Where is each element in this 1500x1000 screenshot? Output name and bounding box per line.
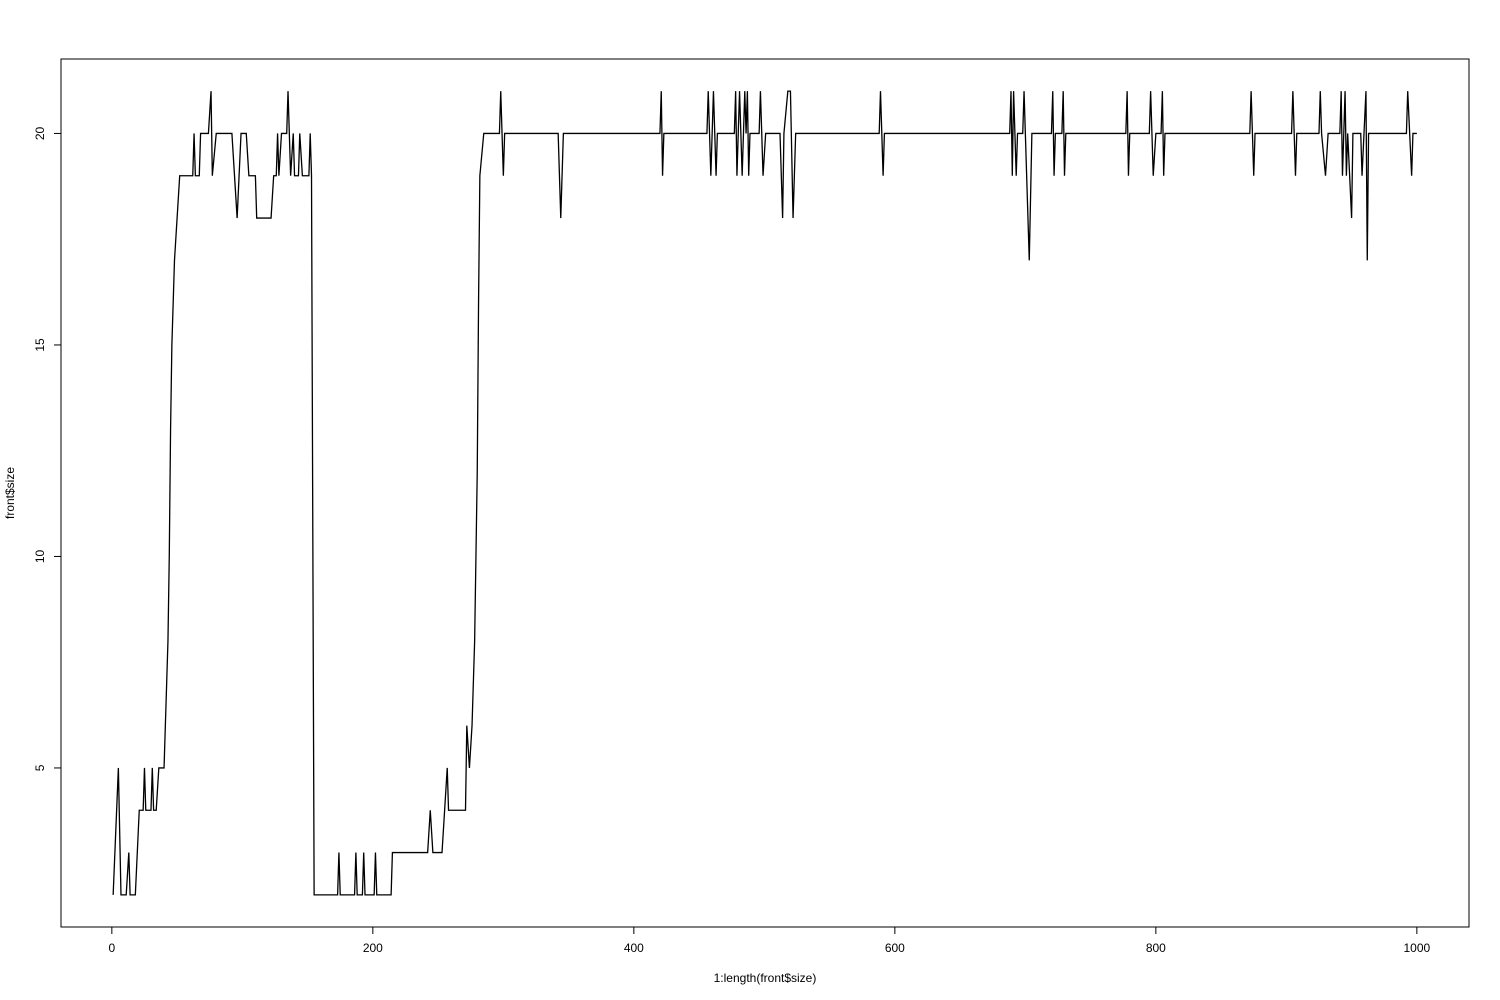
y-tick-label: 10 (33, 549, 47, 563)
x-tick-label: 0 (108, 941, 115, 955)
x-axis-title: 1:length(front$size) (714, 971, 817, 985)
x-tick-label: 200 (363, 941, 383, 955)
y-tick-label: 15 (33, 338, 47, 352)
x-tick-label: 800 (1146, 941, 1166, 955)
y-tick-label: 5 (33, 764, 47, 771)
x-tick-label: 400 (624, 941, 644, 955)
x-tick-label: 1000 (1404, 941, 1431, 955)
x-tick-label: 600 (885, 941, 905, 955)
data-line (112, 90, 1417, 896)
y-axis-title: front$size (3, 467, 17, 519)
y-tick-label: 20 (33, 126, 47, 140)
